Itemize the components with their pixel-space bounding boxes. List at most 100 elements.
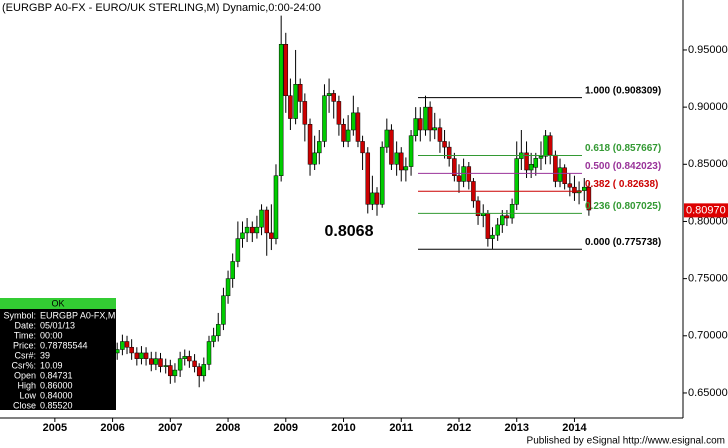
data-window-header	[0, 298, 116, 309]
candle-body	[143, 352, 149, 359]
data-window-value: 05/01/13	[40, 320, 75, 330]
candle-body	[370, 192, 375, 205]
candle-body	[120, 341, 125, 350]
data-window-value: 0.78785544	[40, 340, 88, 350]
candle-body	[273, 175, 279, 239]
candle-body	[567, 183, 573, 188]
candle-body	[562, 167, 567, 184]
data-window-value: 39	[40, 350, 50, 360]
candle-body	[134, 352, 140, 359]
x-tick-label: 2007	[158, 422, 182, 434]
candle-body	[553, 154, 558, 182]
y-tick-label: 0.750009	[688, 273, 728, 285]
candle-body	[557, 167, 563, 182]
candle-body	[163, 365, 168, 367]
candle-body	[442, 141, 447, 148]
candle-body	[250, 226, 255, 234]
candle-body	[572, 186, 577, 194]
footer: Published by eSignal http://www.esignal.…	[527, 436, 725, 447]
candle-body	[475, 200, 481, 216]
candle-body	[504, 215, 510, 219]
candle-body	[360, 141, 365, 154]
candle-body	[379, 146, 385, 205]
candle-body	[341, 124, 346, 142]
data-window-key: Symbol:	[3, 310, 36, 320]
x-tick-label: 2006	[100, 422, 124, 434]
x-tick-label: 2008	[216, 422, 240, 434]
candle-body	[172, 369, 178, 377]
y-tick-label: 0.800009	[688, 215, 728, 227]
candle-body	[158, 358, 163, 367]
candle-body	[345, 129, 351, 142]
data-window-key: Time:	[14, 330, 36, 340]
last-price-box	[684, 203, 728, 218]
candle-body	[336, 101, 342, 125]
candle-body	[509, 204, 515, 219]
annotation: 0.8068	[325, 223, 374, 240]
candle-body	[235, 238, 241, 262]
candle-body	[461, 166, 466, 182]
candle-body	[240, 232, 245, 239]
fib-label: 0.382 ( 0.82638)	[585, 179, 658, 190]
candle-body	[351, 112, 356, 131]
candle-body	[514, 158, 519, 205]
candle-body	[495, 224, 500, 236]
candle-body	[582, 186, 587, 191]
data-window-key: Low	[19, 390, 36, 400]
y-tick-label: 0.95000	[688, 44, 728, 56]
candle-body	[374, 192, 380, 205]
candle-body	[423, 106, 428, 131]
x-tick-label: 2011	[389, 422, 413, 434]
fib-label: 0.500 (0.842023)	[585, 161, 661, 172]
data-window-value: 0.86000	[40, 380, 73, 390]
candle-body	[543, 135, 548, 157]
candle-body	[413, 118, 418, 136]
candle-body	[389, 129, 394, 165]
candle-body	[177, 358, 183, 371]
candle-body	[297, 84, 303, 102]
fib-label: 0.236 (0.807025)	[585, 201, 661, 212]
candle-body	[326, 93, 332, 96]
data-window-value: EURGBP A0-FX,M	[40, 310, 115, 320]
candle-body	[586, 186, 592, 211]
candle-body	[466, 166, 472, 182]
y-tick-label: 0.850009	[688, 158, 728, 170]
data-window-value: 0.84000	[40, 390, 73, 400]
data-window-key: Csr%:	[12, 360, 37, 370]
data-window-value: 0.84731	[40, 370, 73, 380]
x-tick-label: 2013	[504, 422, 528, 434]
data-window	[0, 298, 116, 410]
candle-body	[215, 324, 221, 337]
candle-body	[317, 141, 322, 154]
candle-body	[149, 358, 154, 365]
candle-body	[283, 43, 289, 96]
chart-title: (EURGBP A0-FX - EURO/UK STERLING,M) Dyna…	[2, 2, 321, 14]
candle-body	[490, 234, 495, 239]
candle-body	[244, 226, 250, 234]
candle-body	[322, 95, 327, 142]
data-window-key: High	[17, 380, 36, 390]
data-window-value: 0.85520	[40, 400, 73, 410]
candle-body	[182, 356, 188, 359]
candle-body	[254, 226, 260, 234]
candle-body	[201, 364, 207, 377]
candle-body	[225, 278, 231, 297]
data-window-key: Date:	[14, 320, 36, 330]
candle-body	[168, 365, 173, 377]
candle-body	[269, 232, 274, 239]
candle-body	[331, 93, 336, 102]
candle-body	[547, 135, 553, 156]
candle-body	[278, 43, 284, 176]
last-price-label: 0.80970	[686, 204, 726, 216]
data-window-key: Price:	[13, 340, 36, 350]
fib-label: 0.000 (0.775738)	[585, 237, 661, 248]
candle-body	[432, 127, 437, 131]
fib-label: 1.000 (0.908309)	[585, 85, 661, 96]
candle-body	[288, 95, 293, 119]
candle-body	[230, 261, 235, 279]
candle-body	[187, 356, 192, 362]
candle-body	[153, 358, 159, 365]
candle-body	[437, 127, 443, 142]
